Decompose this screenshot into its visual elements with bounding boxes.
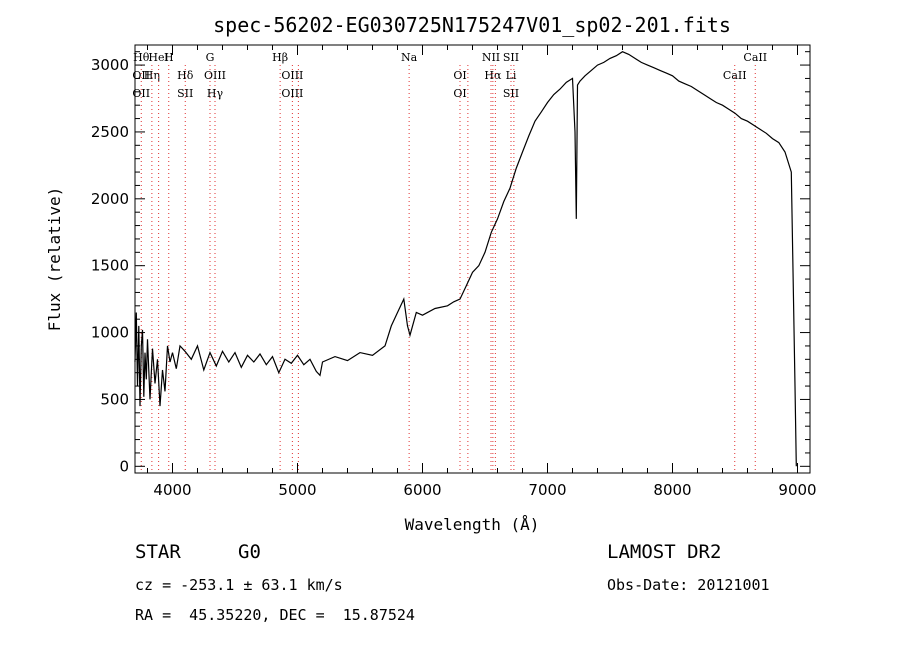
y-tick-label: 0	[119, 457, 129, 475]
plot-frame	[134, 44, 811, 474]
survey-label: LAMOST DR2	[607, 541, 722, 563]
spectral-line-label: Hγ	[207, 87, 224, 100]
spectrum-series-line	[134, 51, 797, 467]
spectral-line-label: Hδ	[177, 69, 194, 82]
spectral-line-label: H	[164, 51, 174, 64]
spectral-line-label: Li	[506, 69, 517, 82]
spectrum-chart: spec-56202-EG030725N175247V01_sp02-201.f…	[45, 13, 817, 534]
y-axis-label: Flux (relative)	[45, 187, 64, 332]
redshift-text: cz = -253.1 ± 63.1 km/s	[135, 576, 343, 594]
spectral-line-label: Hθ	[133, 51, 150, 64]
spectral-line-label: Hη	[144, 69, 160, 82]
class-label: STAR	[135, 541, 181, 563]
y-tick-label: 2000	[91, 190, 129, 208]
spectral-line-label: OI	[453, 87, 466, 100]
spectral-line-label: OIII	[204, 69, 226, 82]
chart-title: spec-56202-EG030725N175247V01_sp02-201.f…	[213, 13, 731, 37]
x-tick-label: 9000	[778, 481, 816, 499]
x-axis-label: Wavelength (Å)	[405, 515, 540, 534]
x-tick-label: 6000	[403, 481, 441, 499]
y-tick-label: 3000	[91, 56, 129, 74]
coordinates-text: RA = 45.35220, DEC = 15.87524	[135, 606, 415, 624]
spectral-line-label: SII	[503, 51, 519, 64]
y-tick-label: 500	[100, 390, 129, 408]
spectral-line-label: SII	[503, 87, 519, 100]
spectral-line-label: NII	[482, 51, 500, 64]
subclass-label: G0	[238, 541, 261, 563]
spectral-line-label: CaII	[743, 51, 767, 64]
y-tick-label: 2500	[91, 123, 129, 141]
y-tick-label: 1000	[91, 324, 129, 342]
spectral-line-label: OI	[453, 69, 466, 82]
spectral-line-label: SII	[177, 87, 193, 100]
x-tick-label: 4000	[153, 481, 191, 499]
spectral-line-label: OIII	[281, 87, 303, 100]
spectral-line-label: CaII	[723, 69, 747, 82]
spectral-line-markers: HθOIIOIIHηHeIHHδSIIGOIIIHγHβOIIIOIIINaOI…	[132, 51, 767, 473]
axes: 4000 5000 6000 7000 8000 9000 0 500 1000 1500 2000…	[91, 45, 817, 499]
y-tick-label: 1500	[91, 257, 129, 275]
spectral-line-label: OIII	[281, 69, 303, 82]
x-tick-label: 8000	[653, 481, 691, 499]
spectral-line-label: Na	[401, 51, 418, 64]
spectral-line-label: Hα	[484, 69, 502, 82]
spectral-line-label: Hβ	[272, 51, 288, 64]
spectral-line-label: G	[206, 51, 215, 64]
spectral-line-label: OII	[132, 87, 150, 100]
x-tick-label: 7000	[528, 481, 566, 499]
obs-date-text: Obs-Date: 20121001	[607, 576, 770, 594]
x-tick-label: 5000	[278, 481, 316, 499]
spectral-line-label: HeI	[148, 51, 168, 64]
